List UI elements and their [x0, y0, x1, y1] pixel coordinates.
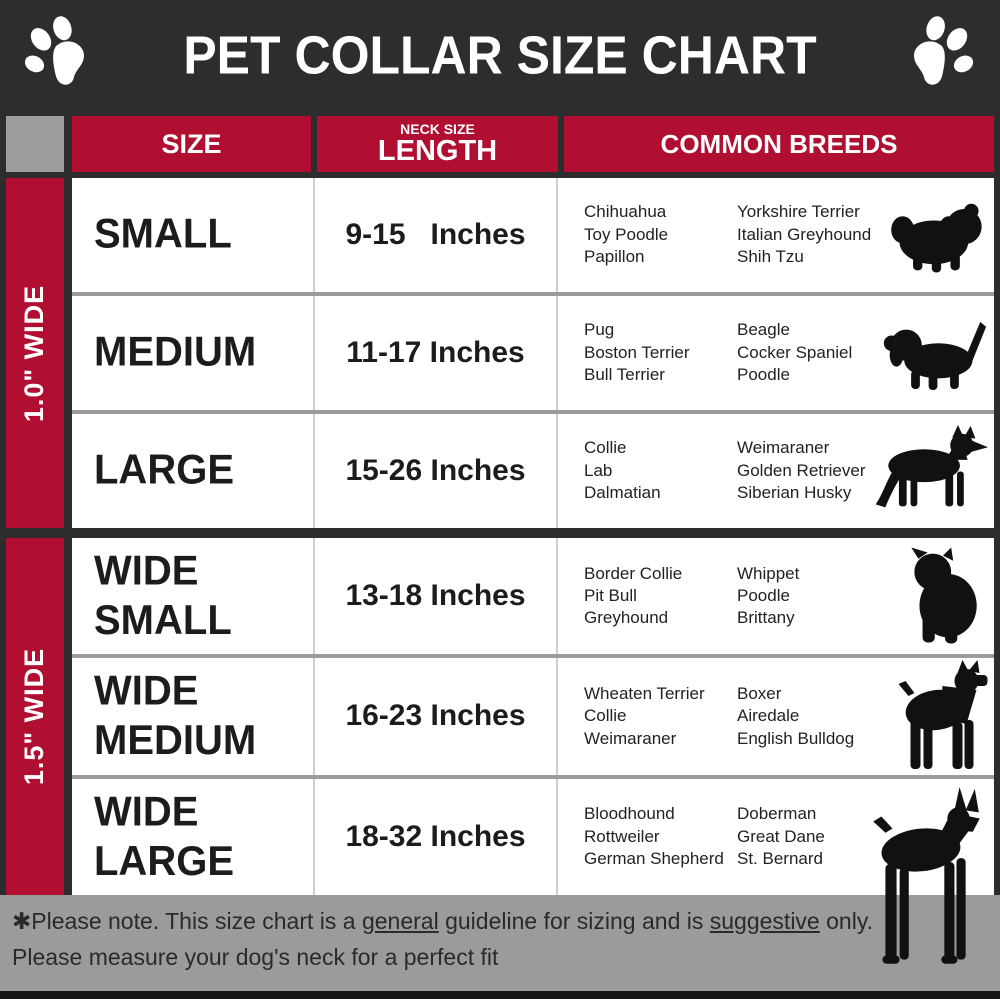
- column-header-length-label: LENGTH: [377, 134, 498, 167]
- width-sidebar: 1.0" WIDE 1.5" WIDE: [6, 110, 64, 895]
- column-header-common-breeds: COMMON BREEDS: [564, 116, 994, 172]
- breed-list: Boxer Airedale English Bulldog: [737, 683, 855, 748]
- size-cell: WIDE SMALL: [94, 547, 232, 644]
- beagle-silhouette-icon: [878, 312, 990, 394]
- breed-list: Pug Boston Terrier Bull Terrier: [584, 320, 690, 385]
- size-cell: WIDE LARGE: [94, 788, 234, 885]
- breeds-cell: Pug Boston Terrier Bull Terrier Beagle C…: [556, 296, 994, 410]
- width-band-1-5-inch: 1.5" WIDE: [6, 538, 64, 895]
- breed-list: Yorkshire Terrier Italian Greyhound Shih…: [737, 202, 872, 267]
- length-cell: 15-26 Inches: [313, 414, 556, 528]
- size-table: 1.0" WIDE 1.5" WIDE SIZE NECK SIZE LENGT…: [0, 110, 1000, 964]
- breed-list: Whippet Poodle Brittany: [737, 563, 800, 628]
- shepherd-silhouette-icon: [864, 425, 990, 517]
- table-row-large: LARGE 15-26 Inches Collie Lab Dalmatian …: [72, 414, 994, 528]
- breeds-cell: Bloodhound Rottweiler German Shepherd Do…: [556, 778, 994, 964]
- section-1-5-inch: WIDE SMALL 13-18 Inches Border Collie Pi…: [72, 538, 994, 964]
- page-title: PET COLLAR SIZE CHART: [183, 24, 817, 86]
- footer-note-line2: Please measure your dog's neck for a per…: [12, 943, 499, 970]
- underlined-word-suggestive: suggestive: [709, 908, 820, 934]
- size-cell: WIDE MEDIUM: [94, 667, 257, 764]
- underlined-word-general: general: [361, 908, 439, 934]
- size-cell: SMALL: [94, 211, 232, 258]
- breeds-cell: Chihuahua Toy Poodle Papillon Yorkshire …: [556, 178, 994, 292]
- width-band-1-inch: 1.0" WIDE: [6, 178, 64, 528]
- breed-list: Beagle Cocker Spaniel Poodle: [737, 320, 853, 385]
- footer-note-line1: ✱Please note. This size chart is a gener…: [12, 908, 874, 934]
- paw-print-icon: [24, 16, 84, 85]
- size-cell: LARGE: [94, 447, 234, 494]
- length-cell: 11-17 Inches: [313, 296, 556, 410]
- breed-list: Collie Lab Dalmatian: [584, 438, 661, 503]
- pit-bull-silhouette-icon: [898, 547, 990, 645]
- width-label-1-5-inch: 1.5" WIDE: [19, 647, 50, 786]
- section-1-inch: SMALL 9-15 Inches Chihuahua Toy Poodle P…: [72, 178, 994, 528]
- breed-list: Chihuahua Toy Poodle Papillon: [584, 202, 669, 267]
- length-cell: 18-32 Inches: [313, 778, 556, 895]
- table-row-medium: MEDIUM 11-17 Inches Pug Boston Terrier B…: [72, 296, 994, 410]
- breeds-cell: Border Collie Pit Bull Greyhound Whippet…: [556, 538, 994, 655]
- bottom-border: [0, 991, 1000, 999]
- footer-note: ✱Please note. This size chart is a gener…: [0, 895, 1000, 991]
- paw-print-icon: [914, 16, 974, 85]
- table-row-small: SMALL 9-15 Inches Chihuahua Toy Poodle P…: [72, 178, 994, 292]
- breed-list: Wheaten Terrier Collie Weimaraner: [584, 683, 705, 748]
- doberman-silhouette-icon: [858, 786, 990, 983]
- breed-list: Weimaraner Golden Retriever Siberian Hus…: [737, 438, 866, 503]
- length-cell: 16-23 Inches: [313, 658, 556, 775]
- section-divider: [72, 528, 994, 538]
- breed-list: Bloodhound Rottweiler German Shepherd: [584, 804, 724, 869]
- length-cell: 13-18 Inches: [313, 538, 556, 655]
- corner-block: [6, 116, 64, 172]
- column-header-neck-size: NECK SIZE: [400, 120, 475, 137]
- breeds-cell: Collie Lab Dalmatian Weimaraner Golden R…: [556, 414, 994, 528]
- breed-list: Border Collie Pit Bull Greyhound: [584, 563, 683, 628]
- length-cell: 9-15 Inches: [313, 178, 556, 292]
- column-header-length: NECK SIZE LENGTH: [317, 116, 558, 172]
- table-row-wide-small: WIDE SMALL 13-18 Inches Border Collie Pi…: [72, 538, 994, 655]
- width-label-1-inch: 1.0" WIDE: [19, 284, 50, 422]
- poster-header: PET COLLAR SIZE CHART: [0, 0, 1000, 110]
- table-row-wide-medium: WIDE MEDIUM 16-23 Inches Wheaten Terrier…: [72, 658, 994, 775]
- size-cell: MEDIUM: [94, 329, 257, 376]
- column-header-size: SIZE: [72, 116, 311, 172]
- breeds-cell: Wheaten Terrier Collie Weimaraner Boxer …: [556, 658, 994, 775]
- table-header-row: SIZE NECK SIZE LENGTH COMMON BREEDS: [72, 116, 994, 172]
- boxer-silhouette-icon: [884, 660, 990, 772]
- breed-list: Doberman Great Dane St. Bernard: [737, 804, 825, 869]
- table-row-wide-large: WIDE LARGE 18-32 Inches Bloodhound Rottw…: [72, 778, 994, 964]
- shih-tzu-silhouette-icon: [886, 195, 990, 275]
